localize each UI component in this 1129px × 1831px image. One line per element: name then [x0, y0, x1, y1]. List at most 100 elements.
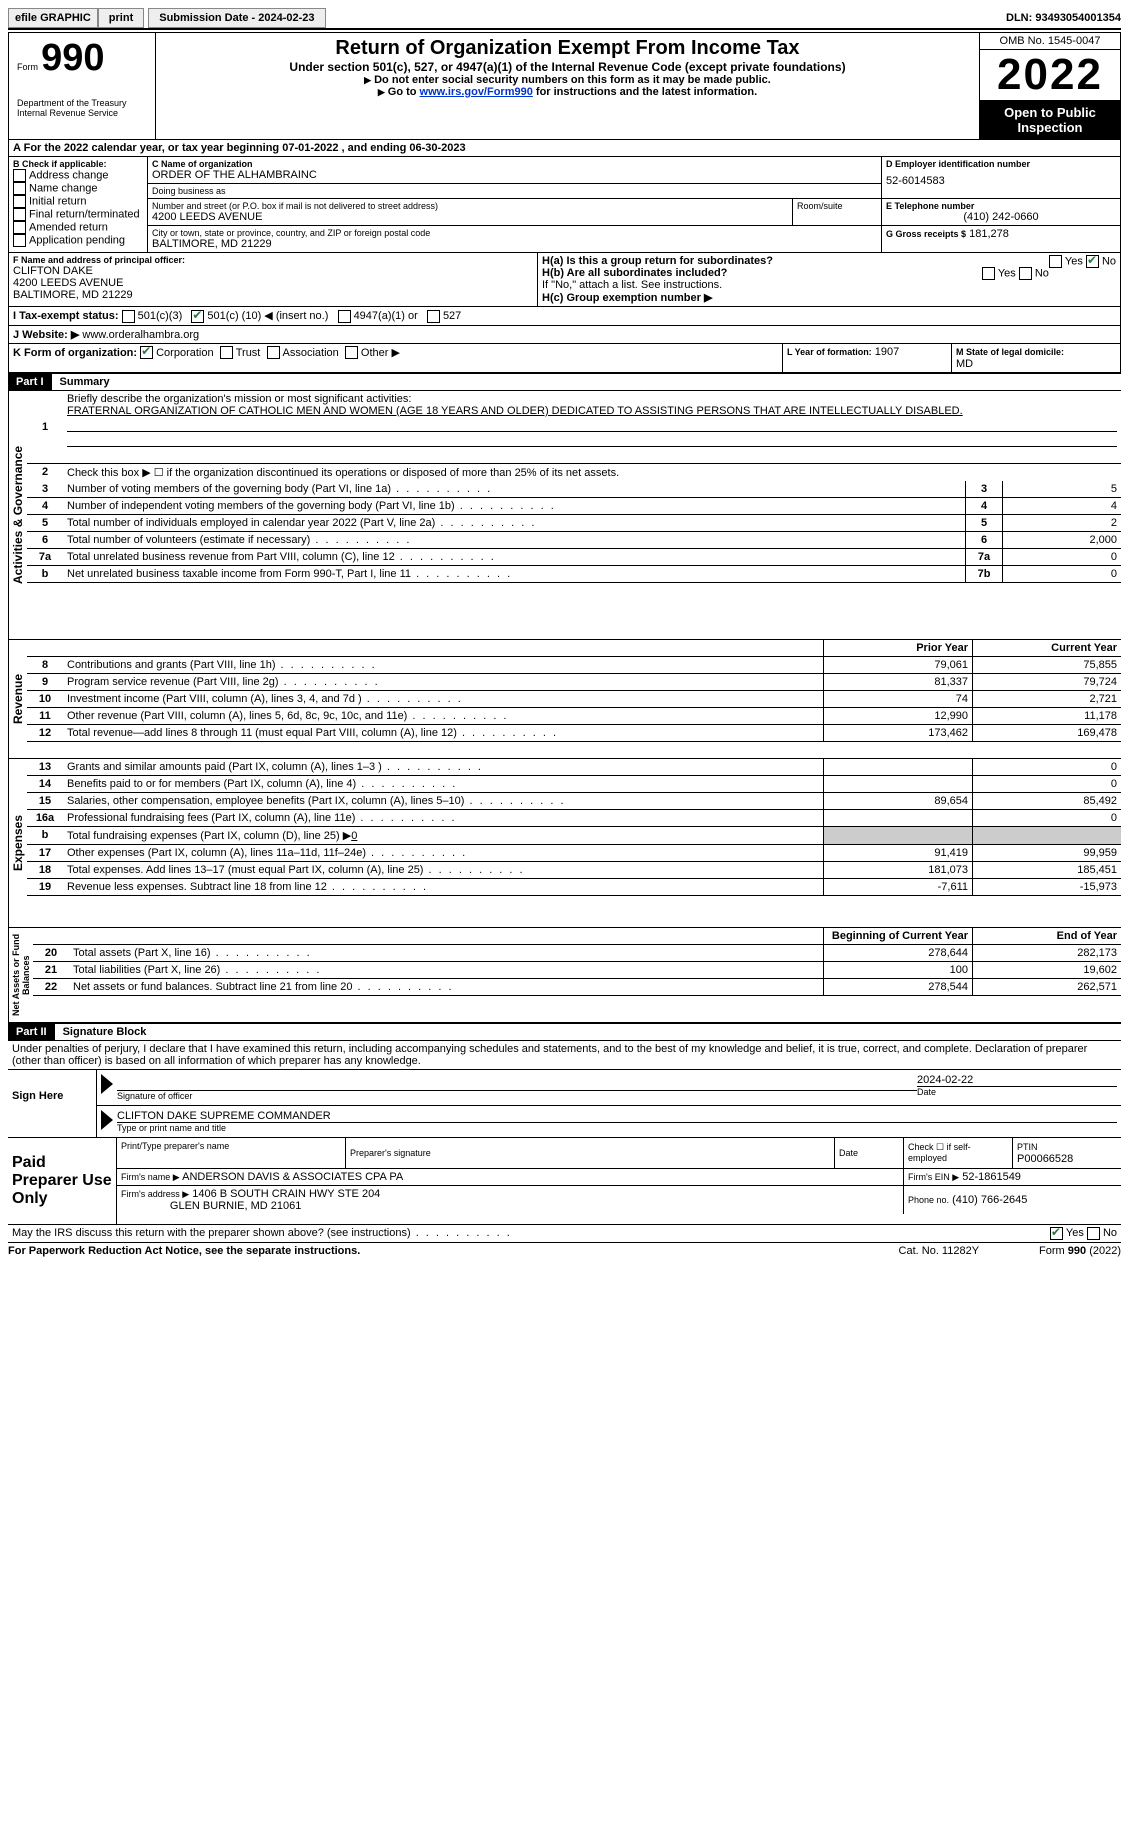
k-corp: Corporation: [156, 347, 213, 359]
cb-other[interactable]: [345, 346, 358, 359]
cb-address-change[interactable]: [13, 169, 26, 182]
line-text: Total number of individuals employed in …: [63, 514, 966, 531]
cb-501c[interactable]: [191, 310, 204, 323]
ptin-label: PTIN: [1017, 1142, 1038, 1152]
line-text: Other revenue (Part VIII, column (A), li…: [63, 707, 824, 724]
i-501c-post: ) ◀ (insert no.): [258, 310, 329, 322]
dln: DLN: 93493054001354: [1006, 12, 1121, 24]
opt-name: Name change: [29, 182, 98, 194]
room-label: Room/suite: [797, 201, 877, 211]
line-num: 21: [33, 961, 69, 978]
footer-mid: Cat. No. 11282Y: [899, 1245, 980, 1257]
line-value: 2,000: [1003, 531, 1122, 548]
part2-bar: Part II: [8, 1024, 55, 1040]
prior-value: -7,611: [824, 878, 973, 895]
line-num: 6: [27, 531, 63, 548]
cb-name-change[interactable]: [13, 182, 26, 195]
cb-527[interactable]: [427, 310, 440, 323]
line-text: Net unrelated business taxable income fr…: [63, 565, 966, 582]
phone-value: (410) 242-0660: [886, 211, 1116, 223]
line-value: 4: [1003, 497, 1122, 514]
cb-corp[interactable]: [140, 346, 153, 359]
prior-value: 278,644: [824, 944, 973, 961]
sig-date-value: 2024-02-22: [917, 1074, 1117, 1087]
k-trust: Trust: [236, 347, 261, 359]
efile-label: efile GRAPHIC: [8, 8, 98, 28]
cb-501c3[interactable]: [122, 310, 135, 323]
line-num: 17: [27, 844, 63, 861]
city-value: BALTIMORE, MD 21229: [152, 238, 877, 250]
line-box: 6: [966, 531, 1003, 548]
sign-here-block: Sign Here Signature of officer 2024-02-2…: [8, 1070, 1121, 1138]
line-num: 5: [27, 514, 63, 531]
line-text: Number of independent voting members of …: [63, 497, 966, 514]
part1-bar: Part I: [8, 374, 52, 390]
line-text: Program service revenue (Part VIII, line…: [63, 673, 824, 690]
officer-street: 4200 LEEDS AVENUE: [13, 277, 533, 289]
cb-ha-no[interactable]: [1086, 255, 1099, 268]
line-box: 4: [966, 497, 1003, 514]
part1-heading: Summary: [60, 376, 110, 388]
firm-addr-label: Firm's address ▶: [121, 1189, 189, 1199]
ha-label: H(a) Is this a group return for subordin…: [542, 255, 773, 267]
cb-assoc[interactable]: [267, 346, 280, 359]
line-text: Professional fundraising fees (Part IX, …: [63, 809, 824, 826]
discuss-text: May the IRS discuss this return with the…: [12, 1227, 512, 1240]
current-value: 11,178: [973, 707, 1122, 724]
cb-4947[interactable]: [338, 310, 351, 323]
form-header: Form 990 Department of the Treasury Inte…: [8, 32, 1121, 140]
cb-pending[interactable]: [13, 234, 26, 247]
i-label: I Tax-exempt status:: [13, 310, 119, 322]
line-num: b: [27, 565, 63, 582]
ein-label: D Employer identification number: [886, 159, 1116, 169]
prior-value: 81,337: [824, 673, 973, 690]
ssn-note: Do not enter social security numbers on …: [164, 74, 971, 86]
revenue-section: Revenue Prior YearCurrent Year 8 Contrib…: [8, 639, 1121, 758]
paid-preparer-block: Paid Preparer Use Only Print/Type prepar…: [8, 1138, 1121, 1225]
k-assoc: Association: [283, 347, 339, 359]
box-b: B Check if applicable: Address change Na…: [8, 157, 148, 253]
line-num: 18: [27, 861, 63, 878]
prior-value: 278,544: [824, 978, 973, 995]
hb-yes: Yes: [998, 267, 1016, 279]
print-button[interactable]: print: [98, 8, 144, 28]
top-bar: efile GRAPHIC print Submission Date - 20…: [8, 8, 1121, 30]
part1-header: Part I Summary: [8, 373, 1121, 391]
line-text: Total number of volunteers (estimate if …: [63, 531, 966, 548]
current-value: 185,451: [973, 861, 1122, 878]
line-num: b: [27, 826, 63, 844]
hc-label: H(c) Group exemption number ▶: [542, 291, 1116, 304]
current-value: 169,478: [973, 724, 1122, 741]
dba-label: Doing business as: [152, 186, 877, 196]
netassets-section: Net Assets or Fund Balances Beginning of…: [8, 927, 1121, 1023]
form-word: Form: [17, 62, 38, 72]
cb-hb-yes[interactable]: [982, 267, 995, 280]
cb-final[interactable]: [13, 208, 26, 221]
city-label: City or town, state or province, country…: [152, 228, 877, 238]
cb-initial[interactable]: [13, 195, 26, 208]
l-value: 1907: [875, 346, 899, 358]
m-label: M State of legal domicile:: [956, 347, 1064, 357]
current-value: 19,602: [973, 961, 1122, 978]
type-name-label: Type or print name and title: [117, 1123, 1117, 1133]
form-subtitle: Under section 501(c), 527, or 4947(a)(1)…: [164, 60, 971, 74]
entity-grid: B Check if applicable: Address change Na…: [8, 157, 1121, 253]
line-num: 11: [27, 707, 63, 724]
irs-label: Internal Revenue Service: [17, 108, 147, 118]
goto-post: for instructions and the latest informat…: [533, 86, 757, 98]
opt-pending: Application pending: [29, 234, 125, 246]
line-value: 5: [1003, 481, 1122, 498]
cb-ha-yes[interactable]: [1049, 255, 1062, 268]
cb-trust[interactable]: [220, 346, 233, 359]
cb-amended[interactable]: [13, 221, 26, 234]
line-num: 16a: [27, 809, 63, 826]
opt-final: Final return/terminated: [29, 208, 140, 220]
cb-discuss-yes[interactable]: [1050, 1227, 1063, 1240]
cb-discuss-no[interactable]: [1087, 1227, 1100, 1240]
irs-link[interactable]: www.irs.gov/Form990: [420, 86, 533, 98]
line-text: Grants and similar amounts paid (Part IX…: [63, 759, 824, 776]
prior-value: [824, 759, 973, 776]
period-mid: , and ending: [338, 142, 409, 154]
cb-hb-no[interactable]: [1019, 267, 1032, 280]
line-text: Number of voting members of the governin…: [63, 481, 966, 498]
